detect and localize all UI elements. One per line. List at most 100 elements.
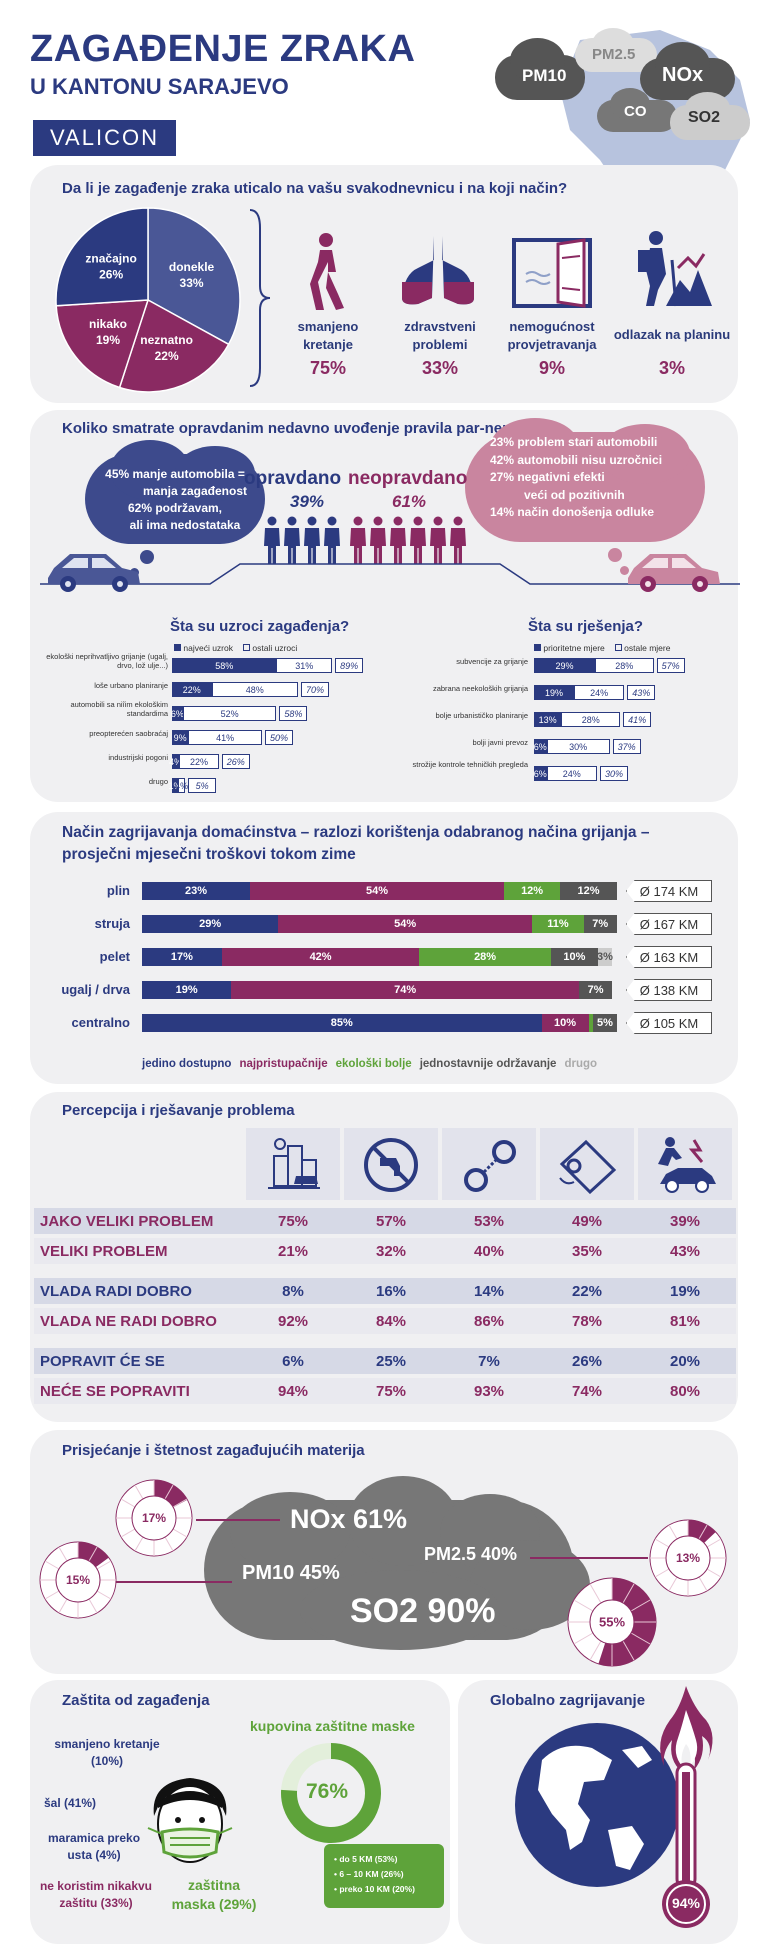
heating-segment: 3% (597, 948, 613, 966)
solution-segment-a: 13% (534, 712, 562, 727)
nox-donut-chart: 17% (115, 1479, 193, 1557)
cause-segment-b: 22% (179, 754, 219, 769)
heating-cost: Ø 174 KM (626, 880, 712, 902)
perception-cell: 20% (669, 1352, 701, 1370)
wallet-icon (559, 1139, 617, 1194)
heating-legend-3: jednostavnije održavanje (419, 1058, 557, 1070)
pie-value-neznatno: 22% (155, 349, 179, 363)
opravdano-label: opravdano (244, 468, 342, 489)
perception-cell: 8% (282, 1282, 304, 1300)
pollutant-connectors (116, 1519, 648, 1590)
perception-row: VELIKI PROBLEM 21% 32% 40% 35% 43% (34, 1238, 736, 1264)
perception-cell: 16% (375, 1282, 407, 1300)
pie-slice-značajno (55, 207, 149, 307)
impact-question: Da li je zagađenje zraka uticalo na vašu… (62, 180, 568, 197)
person-figure (324, 516, 340, 564)
solution-segment-b: 28% (561, 712, 621, 727)
thermometer-flame-icon (660, 1686, 713, 1928)
heating-segment: 10% (550, 948, 598, 966)
solution-bar: 19% 24% 43% (534, 685, 656, 700)
donut-label: 17% (142, 1511, 166, 1525)
pie-slice-donekle (147, 207, 241, 346)
person-figure (430, 516, 446, 564)
donut-label: 13% (676, 1551, 700, 1565)
perception-cell: 14% (473, 1282, 505, 1300)
donut-fill (688, 1520, 716, 1543)
cause-bar: 6% 52% 58% (171, 706, 308, 721)
protection-title: Zaštita od zagađenja (62, 1692, 210, 1709)
pie-label-nikako: nikako (89, 317, 127, 331)
solution-segment-b: 24% (546, 766, 597, 781)
heating-segment: 28% (419, 948, 551, 966)
protection-item-3: ne koristim nikakvu zaštitu (33%) (39, 1879, 153, 1910)
effect-value-2: 9% (538, 358, 565, 378)
perception-cell: 92% (277, 1312, 309, 1330)
cause-segment-a: 1% (169, 778, 182, 793)
cause-segment-b: 48% (211, 682, 298, 697)
cause-segment-b: 52% (182, 706, 277, 721)
perception-cell: 49% (571, 1212, 603, 1230)
mask-price-1-text: 6 – 10 KM (26%) (339, 1869, 404, 1879)
heating-segment: 74% (231, 981, 580, 999)
heating-segment: 42% (221, 948, 420, 966)
heating-cost: Ø 167 KM (626, 913, 712, 935)
mask-label: zaštitna maska (29%) (171, 1877, 257, 1912)
heating-row-label: pelet (99, 949, 130, 964)
solution-segment-b: 28% (594, 658, 654, 673)
right-bubble-line-0: 23% problem stari automobili (490, 435, 658, 449)
heating-legend-2: ekološki bolje (335, 1058, 412, 1070)
heating-segment: 12% (560, 882, 617, 900)
perception-cell: 22% (571, 1282, 603, 1300)
perception-cell: 25% (375, 1352, 407, 1370)
heating-row-label: ugalj / drva (61, 982, 130, 997)
perception-cell: 6% (282, 1352, 304, 1370)
cause-label: drugo (148, 777, 168, 786)
cause-bar: 9% 41% 50% (172, 730, 293, 745)
page-subtitle: U KANTONU SARAJEVO (30, 74, 289, 99)
cause-segment-a: 6% (171, 706, 184, 721)
global-title: Globalno zagrijavanje (490, 1692, 646, 1709)
masked-person-icon (147, 1778, 233, 1863)
neopravdano-value: 61% (392, 492, 427, 511)
city-smog-icon (268, 1138, 320, 1189)
heating-row-label: struja (94, 916, 130, 931)
cause-segment-a: 22% (172, 682, 212, 697)
perception-cell: 53% (473, 1212, 505, 1230)
solution-label: strožije kontrole tehničkih pregleda (412, 760, 528, 769)
mask-price-box: • do 5 KM (53%) • 6 – 10 KM (26%) • prek… (324, 1844, 444, 1908)
pm10-label: PM10 45% (242, 1562, 340, 1584)
perception-cell: 74% (571, 1382, 603, 1400)
cause-bar: 4% 22% 26% (169, 754, 250, 769)
effect-label-1: zdravstveni problemi (404, 319, 476, 352)
perception-row-label: VLADA RADI DOBRO (40, 1282, 192, 1300)
effect-value-0: 75% (309, 358, 347, 378)
brace-icon (249, 209, 271, 387)
lungs-icon (402, 236, 474, 305)
heating-cost: Ø 105 KM (626, 1012, 712, 1034)
effect-value-3: 3% (658, 358, 685, 378)
cloud-so2-label: SO2 (688, 109, 721, 126)
heating-segment: 5% (593, 1014, 617, 1032)
solution-segment-b: 24% (573, 685, 625, 700)
cause-label: ekološki neprihvatljivo grijanje (ugalj,… (46, 652, 168, 670)
perception-cell: 35% (571, 1242, 603, 1260)
heating-row-label: centralno (71, 1015, 130, 1030)
person-figure (350, 516, 366, 564)
donut-label: 55% (599, 1614, 625, 1629)
pm10-donut-chart: 15% (39, 1541, 117, 1619)
left-car-icon (48, 554, 140, 592)
heating-cost: Ø 138 KM (626, 979, 712, 1001)
cloud-pm10-label: PM10 (522, 66, 567, 85)
donut-fill (154, 1480, 188, 1508)
solution-segment-a: 19% (534, 685, 574, 700)
solution-segment-a: 29% (534, 658, 595, 673)
perception-cell: 86% (473, 1312, 505, 1330)
right-bubble-line-3: veći od pozitivnih (524, 487, 625, 502)
mask-purchase-title: kupovina zaštitne maske (250, 1718, 415, 1734)
pie-label-neznatno: neznatno (140, 333, 193, 347)
pie-slice-neznatno (118, 298, 230, 393)
perception-cell: 7% (478, 1352, 500, 1370)
cause-segment-a: 58% (172, 658, 277, 673)
perception-cell: 21% (277, 1242, 309, 1260)
solution-label: subvencije za grijanje (456, 657, 528, 666)
